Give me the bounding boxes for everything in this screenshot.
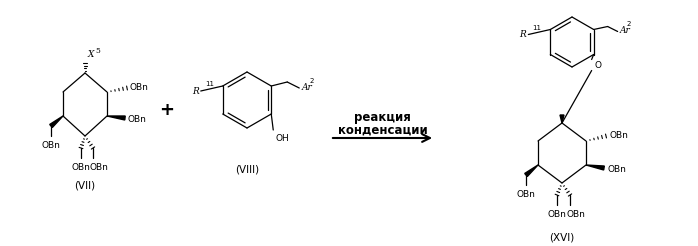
Text: 2: 2 [627, 21, 631, 28]
Text: OBn: OBn [42, 141, 61, 150]
Text: R: R [192, 87, 199, 95]
Text: Ar: Ar [620, 26, 630, 35]
Polygon shape [560, 115, 564, 123]
Text: 5: 5 [95, 47, 100, 55]
Text: OBn: OBn [517, 190, 535, 199]
Text: OBn: OBn [72, 163, 91, 172]
Text: O: O [595, 61, 602, 70]
Text: R: R [519, 30, 526, 39]
Text: реакция: реакция [354, 111, 411, 124]
Text: OBn: OBn [609, 130, 628, 139]
Text: 11: 11 [533, 25, 542, 31]
Text: OBn: OBn [130, 82, 149, 92]
Polygon shape [50, 116, 63, 127]
Text: OH: OH [275, 134, 289, 143]
Text: OBn: OBn [89, 163, 108, 172]
Text: (VIII): (VIII) [235, 165, 259, 175]
Text: OBn: OBn [567, 210, 586, 219]
Text: X: X [88, 50, 94, 59]
Text: Ar: Ar [302, 82, 312, 92]
Polygon shape [586, 165, 604, 170]
Polygon shape [107, 116, 125, 120]
Text: (VII): (VII) [75, 180, 96, 190]
Text: OBn: OBn [547, 210, 567, 219]
Text: (XVI): (XVI) [549, 233, 574, 243]
Text: конденсации: конденсации [338, 123, 427, 137]
Text: 2: 2 [309, 78, 313, 84]
Text: OBn: OBn [128, 114, 147, 123]
Text: 11: 11 [205, 81, 214, 87]
Text: +: + [160, 101, 174, 119]
Polygon shape [525, 165, 538, 177]
Text: OBn: OBn [607, 165, 626, 173]
